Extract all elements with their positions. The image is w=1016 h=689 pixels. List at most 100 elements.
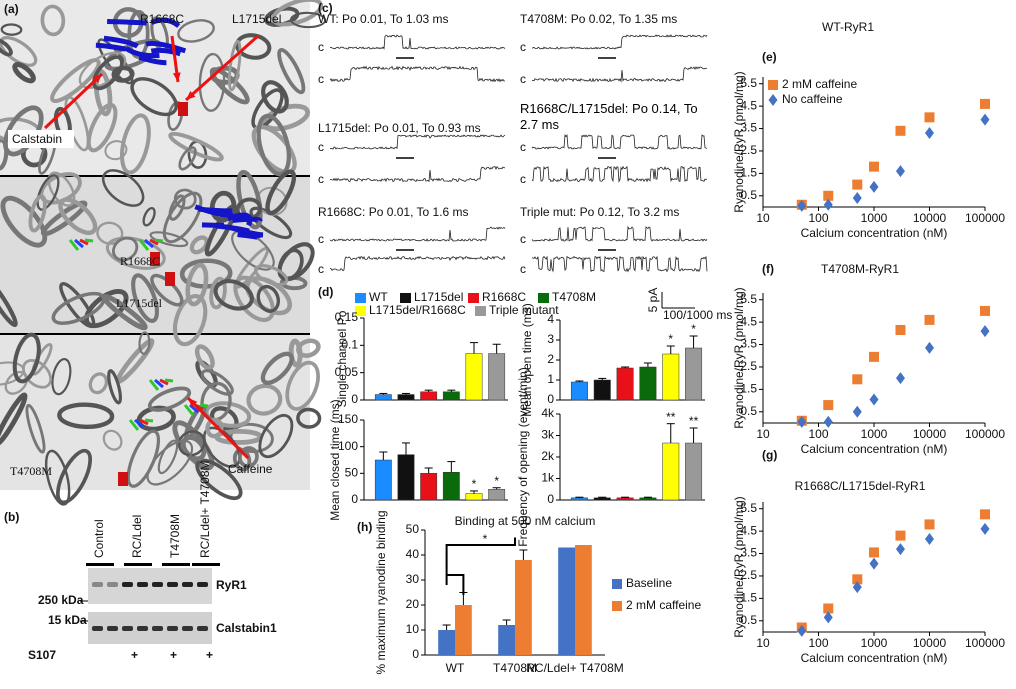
band xyxy=(122,626,133,631)
panel-label: (d) xyxy=(318,285,333,299)
helix xyxy=(213,279,254,311)
helix xyxy=(102,429,123,451)
blot-calstabin xyxy=(88,612,212,644)
point xyxy=(895,324,906,335)
helix xyxy=(138,331,151,355)
legend-label: 2 mM caffeine xyxy=(782,77,857,91)
bar xyxy=(397,394,415,401)
band xyxy=(92,626,103,631)
residue-stick xyxy=(149,238,159,246)
bar xyxy=(455,605,472,655)
closed-label: c xyxy=(318,262,324,276)
helix xyxy=(265,169,297,216)
helix xyxy=(12,62,36,84)
closed-label: c xyxy=(520,172,526,186)
arrow-head xyxy=(172,72,181,82)
band xyxy=(182,582,193,587)
x-tick-label: 1000 xyxy=(861,427,888,441)
band-label: Calstabin1 xyxy=(216,621,277,635)
treatment-mark: + xyxy=(206,648,213,662)
y-tick-label: 50 xyxy=(406,522,420,536)
helix xyxy=(168,194,186,221)
helix xyxy=(131,273,160,323)
y-tick-label: 1k xyxy=(541,471,555,485)
residue-stick xyxy=(84,238,94,243)
helix xyxy=(178,146,197,171)
helix xyxy=(28,194,47,233)
structure-label: L1715del xyxy=(232,12,281,26)
helix xyxy=(84,289,129,329)
y-tick-label: 2 xyxy=(547,352,554,366)
residue-stick xyxy=(154,238,164,243)
bar xyxy=(662,442,680,501)
bar xyxy=(616,497,634,501)
x-tick-label: 100000 xyxy=(965,427,1005,441)
y-tick-label: 0.5 xyxy=(740,404,757,418)
significance: * xyxy=(494,474,499,488)
y-tick-label: 100 xyxy=(338,439,358,453)
bar xyxy=(685,347,703,401)
helix xyxy=(237,446,259,468)
helix xyxy=(0,361,25,386)
bar xyxy=(465,493,483,501)
helix xyxy=(0,276,18,328)
trace-title: T4708M: Po 0.02, To 1.35 ms xyxy=(520,12,677,26)
point xyxy=(852,574,863,585)
y-axis-label: Mean closed time (ms) xyxy=(328,399,342,520)
helix xyxy=(185,262,209,307)
helix xyxy=(149,231,189,248)
x-tick-label: 1000 xyxy=(861,211,888,225)
panel-label: (c) xyxy=(318,1,333,15)
helix xyxy=(146,439,194,486)
bar xyxy=(639,497,657,501)
residue-stick xyxy=(68,239,80,251)
helix xyxy=(56,448,92,505)
y-tick-label: 1.5 xyxy=(740,382,757,396)
trace-title: L1715del: Po 0.01, To 0.93 ms xyxy=(318,121,481,135)
helix xyxy=(256,113,292,177)
point xyxy=(924,112,935,123)
band-label: RyR1 xyxy=(216,578,247,592)
helix xyxy=(271,0,324,27)
y-tick-label: 0.05 xyxy=(335,365,359,379)
x-tick-label: 10 xyxy=(756,636,770,650)
point xyxy=(823,190,834,201)
trace-title: WT: Po 0.01, To 1.03 ms xyxy=(318,12,449,26)
closed-label: c xyxy=(318,72,324,86)
helix xyxy=(92,55,124,91)
y-axis-label: % maximum ryanodine binding xyxy=(374,510,388,674)
y-tick-label: 0.5 xyxy=(740,613,757,627)
treatment-mark: + xyxy=(170,648,177,662)
bar xyxy=(570,381,588,401)
y-axis-label: Single channel Po xyxy=(335,310,349,407)
band xyxy=(107,582,118,587)
bar xyxy=(593,497,611,501)
structure-label: T4708M xyxy=(10,464,52,478)
legend-label: No caffeine xyxy=(782,92,843,106)
x-tick-label: 10 xyxy=(756,427,770,441)
y-tick-label: 5.5 xyxy=(740,501,757,515)
y-tick-label: 2.5 xyxy=(740,568,757,582)
point xyxy=(852,179,863,190)
trace xyxy=(531,133,708,150)
point xyxy=(869,180,879,193)
residue-stick xyxy=(183,404,195,416)
bar xyxy=(558,547,575,655)
y-tick-label: 30 xyxy=(406,572,420,586)
helix xyxy=(162,191,203,244)
chart-title: WT-RyR1 xyxy=(822,20,874,34)
y-tick-label: 0 xyxy=(351,492,358,506)
arrow xyxy=(43,72,104,130)
trace xyxy=(329,226,506,242)
panel-label: (a) xyxy=(4,2,19,16)
helix xyxy=(209,276,227,310)
y-tick-label: 1.5 xyxy=(740,591,757,605)
significance: * xyxy=(483,532,488,546)
x-tick-label: 1000 xyxy=(861,636,888,650)
y-tick-label: 2k xyxy=(541,449,555,463)
legend-label: L1715del xyxy=(414,290,463,304)
helix xyxy=(0,392,28,447)
y-tick-label: 3.5 xyxy=(740,121,757,135)
structure-label: Caffeine xyxy=(228,462,273,476)
treatment-label: S107 xyxy=(28,648,56,662)
